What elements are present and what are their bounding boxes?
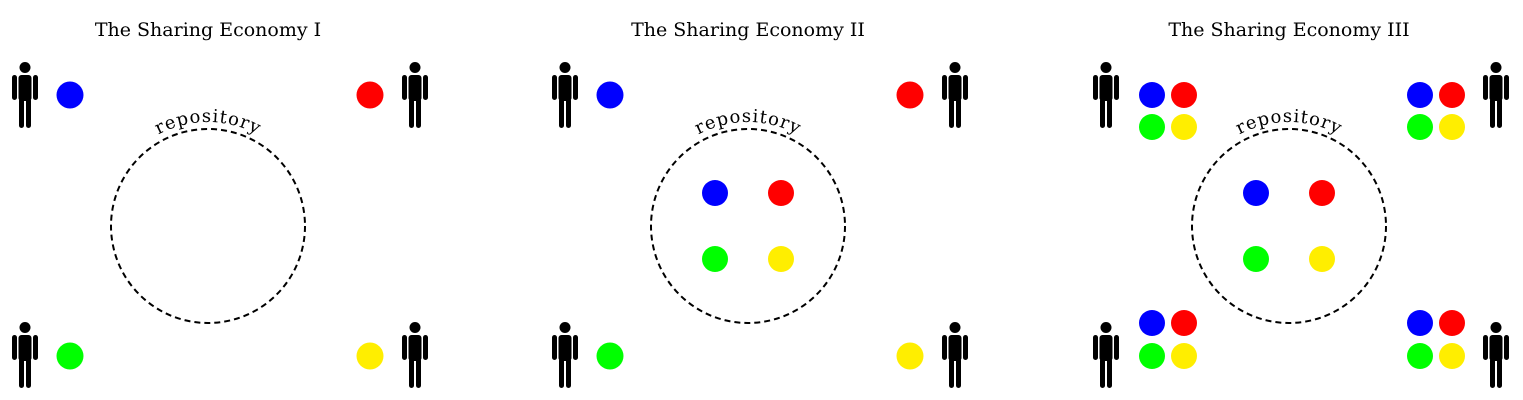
repository-token-blue bbox=[1243, 180, 1269, 206]
token-bottom-right-yellow bbox=[1439, 343, 1465, 369]
repository-circle bbox=[1191, 128, 1387, 324]
token-bottom-left-green bbox=[596, 342, 624, 370]
panel-1: The Sharing Economy I repository bbox=[12, 19, 428, 388]
token-top-left-blue bbox=[56, 81, 84, 109]
repository-label: repository bbox=[151, 106, 264, 139]
person-icon-top-right bbox=[1483, 62, 1509, 128]
token-top-right-red bbox=[896, 81, 924, 109]
repository-label: repository bbox=[691, 106, 804, 139]
token-bottom-left-red bbox=[1171, 310, 1197, 336]
person-icon-top-left bbox=[12, 62, 38, 128]
panel-2-title: The Sharing Economy II bbox=[631, 19, 865, 41]
person-icon-bottom-right bbox=[402, 322, 428, 388]
repository-token-green bbox=[702, 246, 728, 272]
token-top-right-red bbox=[1439, 82, 1465, 108]
repository-token-blue bbox=[702, 180, 728, 206]
person-icon-top-left bbox=[1093, 62, 1119, 128]
token-bottom-right-yellow bbox=[356, 342, 384, 370]
panel-2: The Sharing Economy II repository bbox=[552, 19, 968, 388]
person-icon-bottom-left bbox=[552, 322, 578, 388]
token-bottom-left-green bbox=[1139, 343, 1165, 369]
repository-label: repository bbox=[1232, 106, 1345, 139]
person-icon-top-right bbox=[942, 62, 968, 128]
repository-token-red bbox=[768, 180, 794, 206]
repository-token-yellow bbox=[1309, 246, 1335, 272]
token-top-left-red bbox=[1171, 82, 1197, 108]
token-top-left-blue bbox=[596, 81, 624, 109]
token-bottom-left-green bbox=[56, 342, 84, 370]
repository-token-red bbox=[1309, 180, 1335, 206]
token-bottom-right-green bbox=[1407, 343, 1433, 369]
panel-3: The Sharing Economy III repository bbox=[1093, 19, 1509, 388]
token-top-left-blue bbox=[1139, 82, 1165, 108]
person-icon-top-left bbox=[552, 62, 578, 128]
person-icon-top-right bbox=[402, 62, 428, 128]
panel-3-title: The Sharing Economy III bbox=[1168, 19, 1409, 41]
repository-token-yellow bbox=[768, 246, 794, 272]
token-bottom-left-yellow bbox=[1171, 343, 1197, 369]
token-bottom-left-blue bbox=[1139, 310, 1165, 336]
repository-token-green bbox=[1243, 246, 1269, 272]
token-top-right-green bbox=[1407, 114, 1433, 140]
token-bottom-right-blue bbox=[1407, 310, 1433, 336]
repository-circle bbox=[110, 128, 306, 324]
token-top-right-red bbox=[356, 81, 384, 109]
person-icon-bottom-left bbox=[1093, 322, 1119, 388]
panel-1-title: The Sharing Economy I bbox=[95, 19, 321, 41]
token-top-right-yellow bbox=[1439, 114, 1465, 140]
person-icon-bottom-right bbox=[942, 322, 968, 388]
token-bottom-right-yellow bbox=[896, 342, 924, 370]
token-bottom-right-red bbox=[1439, 310, 1465, 336]
person-icon-bottom-right bbox=[1483, 322, 1509, 388]
person-icon-bottom-left bbox=[12, 322, 38, 388]
repository-circle bbox=[650, 128, 846, 324]
token-top-right-blue bbox=[1407, 82, 1433, 108]
token-top-left-green bbox=[1139, 114, 1165, 140]
token-top-left-yellow bbox=[1171, 114, 1197, 140]
